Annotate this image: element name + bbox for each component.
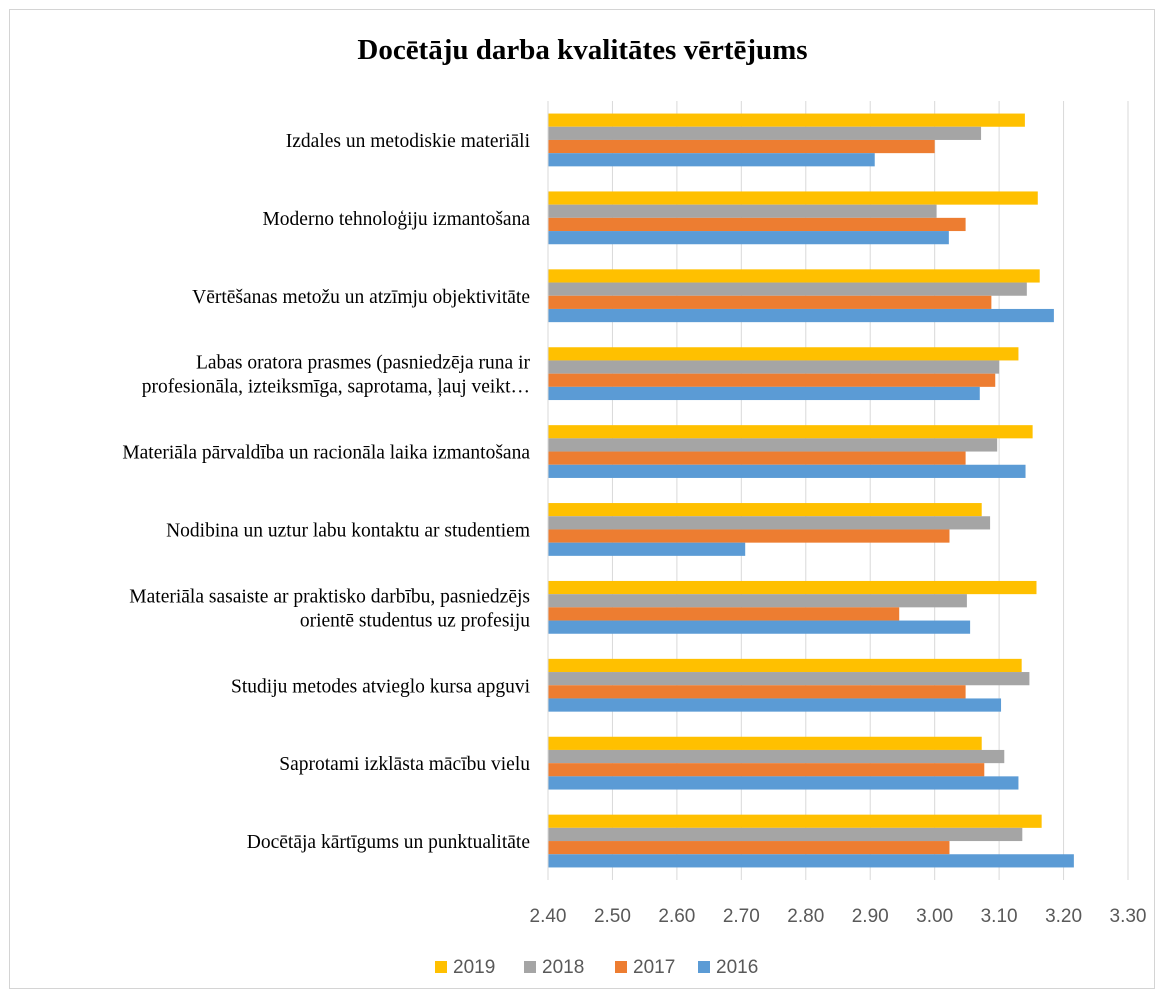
x-tick-label: 2.90 bbox=[852, 906, 889, 927]
x-tick-label: 3.10 bbox=[981, 906, 1018, 927]
x-tick-label: 3.30 bbox=[1110, 906, 1147, 927]
x-tick-label: 3.00 bbox=[916, 906, 953, 927]
bar-2018 bbox=[548, 827, 1023, 842]
bar-2017 bbox=[548, 139, 935, 154]
bar-2019 bbox=[548, 113, 1025, 127]
bar-2016 bbox=[548, 231, 949, 245]
category-label: Vērtēšanas metožu un atzīmju objektivitā… bbox=[192, 287, 530, 308]
legend-swatch-2016 bbox=[698, 961, 710, 973]
bar-2018 bbox=[548, 672, 1030, 686]
bar-2018 bbox=[548, 360, 1000, 374]
legend-label: 2019 bbox=[453, 957, 495, 978]
x-tick-label: 2.40 bbox=[530, 906, 567, 927]
bar-2017 bbox=[548, 295, 992, 309]
bar-2017 bbox=[548, 841, 950, 855]
bar-2018 bbox=[548, 749, 1005, 764]
x-tick-label: 2.60 bbox=[658, 906, 695, 927]
category-label: orientē studentus uz profesiju bbox=[300, 610, 530, 631]
legend-label: 2016 bbox=[716, 957, 758, 978]
bar-2019 bbox=[548, 580, 1037, 595]
bar-2018 bbox=[548, 282, 1027, 296]
bar-2018 bbox=[548, 126, 982, 140]
bar-2017 bbox=[548, 763, 985, 777]
bar-2018 bbox=[548, 438, 998, 452]
bar-2019 bbox=[548, 269, 1040, 283]
bar-2019 bbox=[548, 191, 1038, 205]
legend-label: 2017 bbox=[633, 957, 675, 978]
legend-swatch-2019 bbox=[435, 961, 447, 973]
bar-2016 bbox=[548, 464, 1026, 478]
bar-2016 bbox=[548, 854, 1074, 868]
bar-2016 bbox=[548, 153, 875, 167]
bar-2017 bbox=[548, 529, 950, 543]
category-label: Izdales un metodiskie materiāli bbox=[286, 131, 531, 152]
category-label: Nodibina un uztur labu kontaktu ar stude… bbox=[166, 520, 530, 541]
category-label: Saprotami izklāsta mācību vielu bbox=[279, 754, 530, 775]
bar-2017 bbox=[548, 451, 966, 465]
category-label: Studiju metodes atvieglo kursa apguvi bbox=[231, 676, 531, 697]
category-label: Moderno tehnoloģiju izmantošana bbox=[262, 209, 530, 230]
x-tick-label: 3.20 bbox=[1045, 906, 1082, 927]
bar-2018 bbox=[548, 594, 967, 608]
legend-swatch-2017 bbox=[615, 961, 627, 973]
bar-2019 bbox=[548, 736, 982, 750]
bar-2018 bbox=[548, 204, 937, 218]
bar-2016 bbox=[548, 542, 746, 556]
category-label: Docētāja kārtīgums un punktualitāte bbox=[247, 832, 530, 853]
bar-2016 bbox=[548, 386, 980, 401]
bar-2019 bbox=[548, 658, 1022, 673]
legend-swatch-2018 bbox=[524, 961, 536, 973]
x-tick-label: 2.70 bbox=[723, 906, 760, 927]
bar-2017 bbox=[548, 685, 966, 699]
bar-2019 bbox=[548, 814, 1042, 828]
bar-2019 bbox=[548, 347, 1019, 361]
category-label: Labas oratora prasmes (pasniedzēja runa … bbox=[196, 353, 531, 374]
x-tick-label: 2.50 bbox=[594, 906, 631, 927]
category-label: Materiāla sasaiste ar praktisko darbību,… bbox=[129, 586, 530, 607]
bar-2017 bbox=[548, 607, 900, 621]
legend-label: 2018 bbox=[542, 957, 584, 978]
bar-2016 bbox=[548, 620, 971, 634]
bar-2017 bbox=[548, 373, 996, 387]
category-label: profesionāla, izteiksmīga, saprotama, ļa… bbox=[142, 377, 530, 398]
bar-2016 bbox=[548, 308, 1054, 323]
x-tick-label: 2.80 bbox=[787, 906, 824, 927]
bar-2017 bbox=[548, 217, 966, 232]
bar-2019 bbox=[548, 425, 1033, 439]
bar-2019 bbox=[548, 503, 982, 517]
bar-2016 bbox=[548, 776, 1019, 790]
chart-title: Docētāju darba kvalitātes vērtējums bbox=[357, 34, 808, 66]
bar-2016 bbox=[548, 698, 1002, 712]
category-label: Materiāla pārvaldība un racionāla laika … bbox=[122, 443, 530, 464]
bar-2018 bbox=[548, 516, 991, 530]
